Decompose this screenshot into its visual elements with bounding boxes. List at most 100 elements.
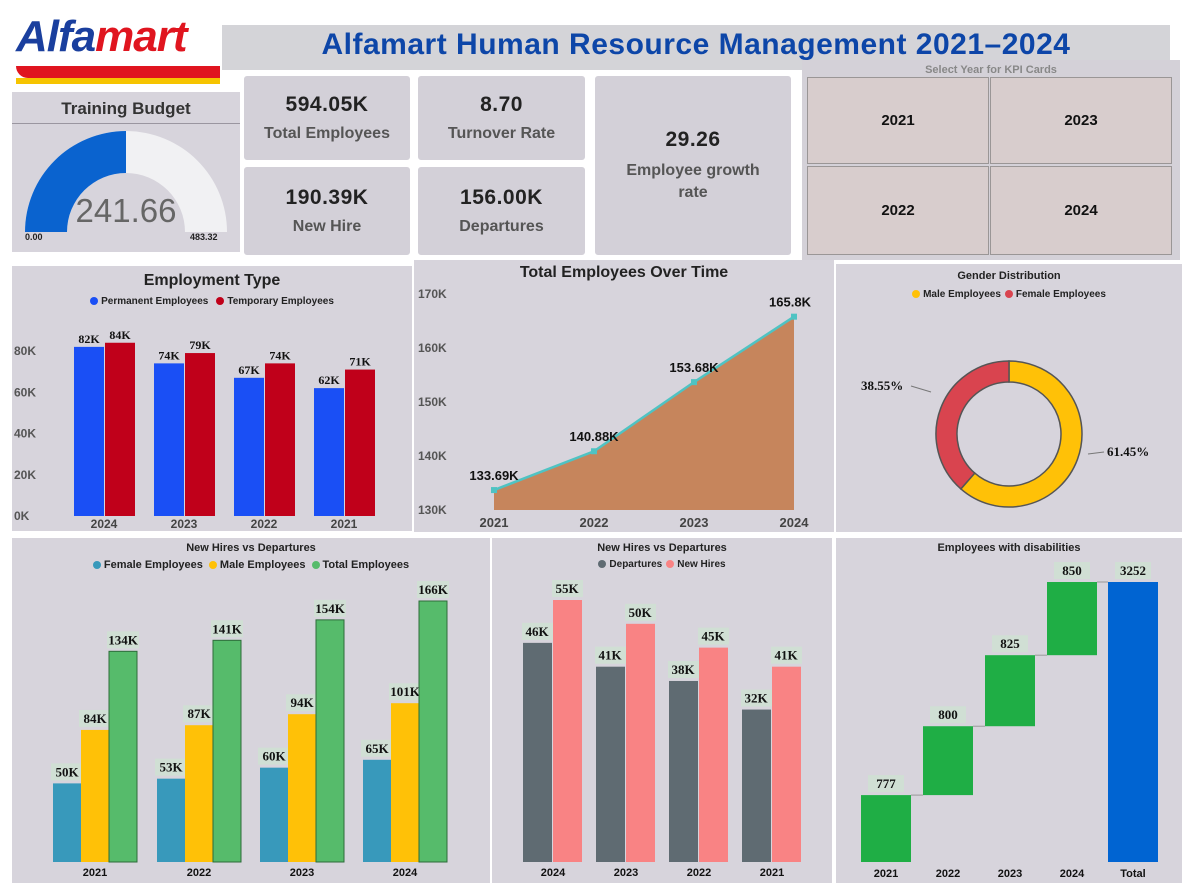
data-label: 165.8K (769, 295, 812, 310)
bar-male (288, 714, 316, 862)
bar-increase (861, 795, 911, 862)
slice-label: 38.55% (861, 378, 903, 393)
slice-male (959, 360, 1083, 508)
y-tick-label: 130K (418, 503, 447, 517)
legend-male-employees: Male Employees (208, 559, 306, 571)
bar-total (315, 619, 345, 863)
bar-female (260, 767, 288, 862)
new-hires-departures-legend: Departures New Hires (492, 559, 832, 570)
new-hires-departures-title: New Hires vs Departures (597, 542, 727, 554)
gender-chart: 61.45% 38.55% (861, 360, 1149, 508)
y-tick-label: 20K (14, 468, 36, 482)
year-button-2023[interactable]: 2023 (990, 77, 1172, 164)
new-hires-departures-panel: New Hires vs Departures Departures New H… (492, 538, 832, 883)
y-tick-label: 140K (418, 449, 447, 463)
data-label-bg (595, 646, 626, 664)
y-tick-label: 60K (14, 385, 36, 399)
data-label: 50K (55, 764, 79, 779)
bar-departures (669, 680, 698, 862)
year-button-2021[interactable]: 2021 (807, 77, 989, 164)
new-hires-gender-title: New Hires vs Departures (186, 542, 316, 554)
year-button-2022[interactable]: 2022 (807, 166, 989, 255)
gauge-max-label: 483.32 (190, 232, 218, 242)
data-label: 74K (269, 348, 291, 362)
employment-type-legend: Permanent Employees Temporary Employees (12, 296, 412, 307)
kpi-total-employees-label: Total Employees (264, 125, 390, 142)
data-label: 800 (938, 707, 958, 722)
bar-departures (523, 642, 552, 862)
kpi-turnover-rate-value: 8.70 (480, 93, 523, 116)
disabilities-title: Employees with disabilities (937, 542, 1081, 554)
data-label-bg (79, 709, 111, 727)
leader-line (1087, 451, 1105, 455)
kpi-growth-rate-label: Employee growth rate (626, 161, 760, 201)
data-label: 79K (189, 338, 211, 352)
slice-label: 61.45% (1107, 444, 1149, 459)
data-label: 62K (318, 373, 340, 387)
data-label-bg (1115, 562, 1151, 579)
bar-departures (596, 666, 625, 862)
new-hires-gender-legend: Female Employees Male Employees Total Em… (12, 559, 490, 571)
disabilities-panel: Employees with disabilities 777 2021 800 20… (836, 538, 1182, 883)
data-label-bg (389, 683, 421, 701)
kpi-departures: 156.00K Departures (415, 164, 588, 258)
data-label: 166K (418, 582, 449, 597)
bar-temporary (265, 363, 295, 516)
legend-female: Female Employees (1004, 289, 1106, 300)
data-label: 71K (349, 355, 371, 369)
total-employees-title: Total Employees Over Time (519, 264, 729, 281)
bar-total (1108, 582, 1158, 862)
data-label: 32K (744, 691, 768, 706)
year-button-2024[interactable]: 2024 (990, 166, 1172, 255)
bar-total (108, 650, 138, 863)
bar-male (391, 703, 419, 862)
bar-temporary (105, 342, 135, 516)
kpi-departures-label: Departures (459, 218, 544, 235)
leader-line (910, 385, 932, 393)
y-tick-label: 170K (418, 287, 447, 301)
training-budget-divider (12, 123, 240, 124)
data-label: 65K (365, 741, 389, 756)
data-label: 74K (158, 348, 180, 362)
data-label: 850 (1062, 563, 1082, 578)
bar-new-hires (772, 666, 801, 862)
data-label-bg (361, 739, 393, 757)
data-label: 84K (83, 711, 107, 726)
data-label-bg (314, 599, 346, 617)
data-point (791, 313, 797, 320)
total-employees-chart: 130K 140K 150K 160K 170K 133.69K 140.88K 153.68… (418, 287, 812, 530)
data-label: 82K (78, 332, 100, 346)
y-tick-label: 40K (14, 427, 36, 441)
kpi-growth-rate: 29.26 Employee growth rate (592, 73, 794, 258)
bar-new-hires (699, 647, 728, 862)
y-tick-label: 0K (14, 509, 30, 523)
data-label: 777 (876, 776, 896, 791)
data-label-bg (155, 758, 187, 776)
disabilities-chart: 777 2021 800 2022 825 2023 850 2024 3252 Total (861, 562, 1158, 880)
data-label-bg (51, 763, 83, 781)
data-label: 84K (109, 328, 131, 342)
employment-type-title: Employment Type (143, 272, 281, 289)
employment-type-panel: Employment Type Permanent Employees Temp… (12, 266, 412, 531)
slice-female (935, 360, 1010, 490)
bar-permanent (154, 363, 184, 516)
gender-panel: Gender Distribution Male Employees Femal… (836, 264, 1182, 532)
x-tick-label: 2024 (91, 517, 118, 531)
data-label: 134K (108, 632, 139, 647)
bar-new-hires (626, 623, 655, 862)
data-point (491, 487, 497, 494)
data-label-bg (107, 631, 139, 649)
data-label: 133.69K (469, 468, 519, 483)
legend-female-employees: Female Employees (92, 559, 203, 571)
data-label: 141K (212, 621, 243, 636)
data-label-bg (183, 705, 215, 723)
gauge-chart (25, 131, 227, 232)
data-label: 153.68K (669, 360, 719, 375)
y-tick-label: 160K (418, 341, 447, 355)
x-tick-label: 2021 (480, 515, 509, 530)
data-label: 41K (598, 648, 622, 663)
kpi-departures-value: 156.00K (460, 186, 543, 209)
data-label-bg (522, 622, 553, 640)
x-tick-label: 2021 (874, 868, 898, 880)
x-tick-label: 2021 (760, 867, 784, 879)
